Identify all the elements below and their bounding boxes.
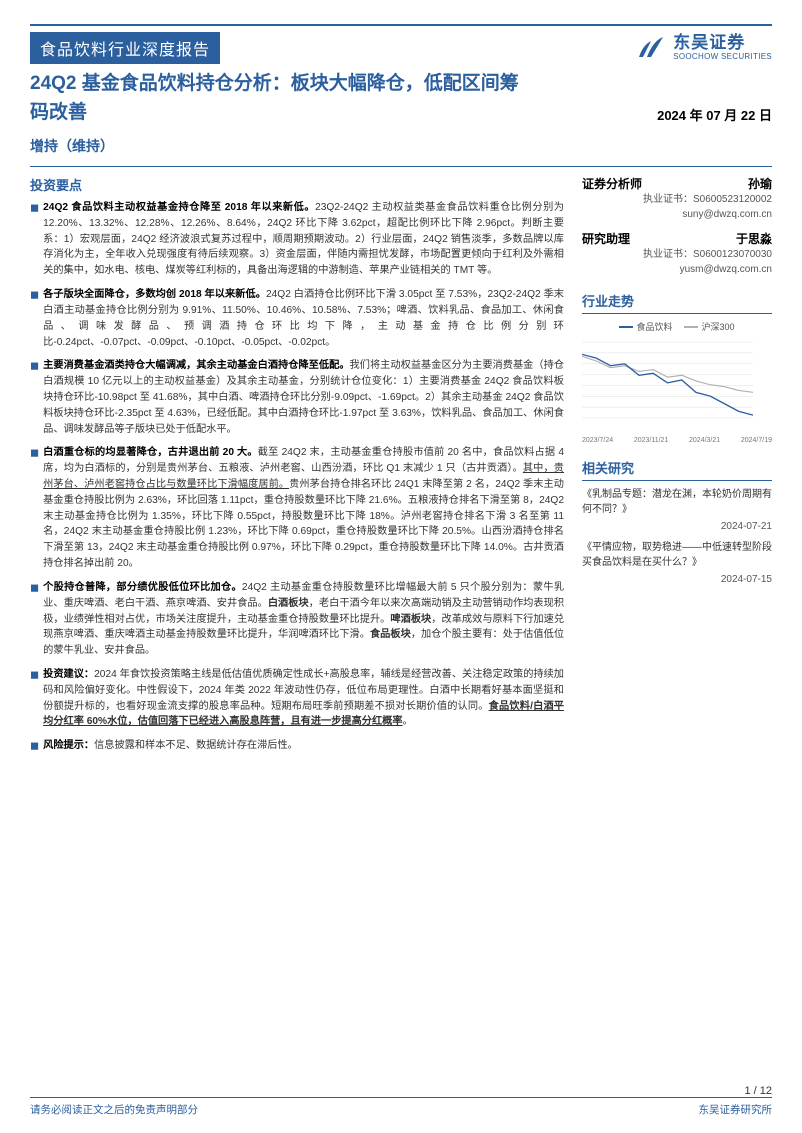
chart-x-labels: 2023/7/242023/11/212024/3/212024/7/19	[582, 437, 772, 444]
bullet-body: 24Q2 食品饮料主动权益基金持仓降至 2018 年以来新低。23Q2-24Q2…	[43, 200, 564, 279]
footer-disclaimer: 请务必阅读正文之后的免责声明部分	[30, 1102, 198, 1117]
bullet-body: 各子版块全面降仓，多数均创 2018 年以来新低。24Q2 白酒持仓比例环比下滑…	[43, 287, 564, 350]
bullet-marker-icon: ◼	[30, 580, 39, 659]
analyst-email: suny@dwzq.com.cn	[582, 207, 772, 222]
related-date: 2024-07-21	[582, 521, 772, 532]
legend-series-1: 食品饮料	[636, 320, 672, 333]
logo-icon	[637, 35, 667, 61]
rating: 增持（维持）	[30, 136, 772, 156]
brand-name-en: SOOCHOW SECURITIES	[673, 53, 772, 62]
related-date: 2024-07-15	[582, 574, 772, 585]
bullet-body: 风险提示：信息披露和样本不足、数据统计存在滞后性。	[43, 738, 298, 755]
related-research-block: 相关研究 《乳制品专题：潜龙在渊，本轮奶价周期有何不同？》 2024-07-21 《…	[582, 458, 772, 585]
brand-logo: 东吴证券 SOOCHOW SECURITIES	[637, 34, 772, 61]
trend-block: 行业走势 食品饮料 沪深300 2023/7/242023/11/212024/…	[582, 291, 772, 444]
report-date: 2024 年 07 月 22 日	[30, 105, 772, 124]
related-item: 《乳制品专题：潜龙在渊，本轮奶价周期有何不同？》	[582, 487, 772, 517]
page-number: 1 / 12	[744, 1085, 772, 1097]
related-label: 相关研究	[582, 458, 772, 481]
legend-series-2: 沪深300	[701, 320, 734, 333]
header-row: 食品饮料行业深度报告 东吴证券 SOOCHOW SECURITIES	[30, 32, 772, 64]
analyst-cert: 执业证书：S0600523120002	[582, 192, 772, 207]
bullet-marker-icon: ◼	[30, 358, 39, 437]
sidebar: 证券分析师孙瑜执业证书：S0600523120002suny@dwzq.com.…	[582, 175, 772, 763]
bullet-marker-icon: ◼	[30, 738, 39, 755]
bullet-body: 个股持仓普降，部分绩优股低位环比加仓。24Q2 主动基金重仓持股数量环比增幅最大…	[43, 580, 564, 659]
bullet-item: ◼风险提示：信息披露和样本不足、数据统计存在滞后性。	[30, 738, 564, 755]
brand-name-cn: 东吴证券	[673, 34, 772, 53]
analyst-cert: 执业证书：S0600123070030	[582, 247, 772, 262]
trend-chart	[582, 335, 772, 435]
bullet-item: ◼白酒重仓标的均显著降仓，古井退出前 20 大。截至 24Q2 末，主动基金重仓…	[30, 445, 564, 572]
bullet-item: ◼24Q2 食品饮料主动权益基金持仓降至 2018 年以来新低。23Q2-24Q…	[30, 200, 564, 279]
chart-legend: 食品饮料 沪深300	[582, 320, 772, 333]
main-content: 投资要点 ◼24Q2 食品饮料主动权益基金持仓降至 2018 年以来新低。23Q…	[30, 175, 564, 763]
bullet-item: ◼个股持仓普降，部分绩优股低位环比加仓。24Q2 主动基金重仓持股数量环比增幅最…	[30, 580, 564, 659]
analyst-row: 证券分析师孙瑜	[582, 175, 772, 192]
trend-label: 行业走势	[582, 291, 772, 314]
bullet-marker-icon: ◼	[30, 667, 39, 730]
footer-org: 东吴证券研究所	[699, 1102, 773, 1117]
bullet-item: ◼各子版块全面降仓，多数均创 2018 年以来新低。24Q2 白酒持仓比例环比下…	[30, 287, 564, 350]
bullet-body: 白酒重仓标的均显著降仓，古井退出前 20 大。截至 24Q2 末，主动基金重仓持…	[43, 445, 564, 572]
bullet-marker-icon: ◼	[30, 445, 39, 572]
bullet-body: 投资建议：2024 年食饮投资策略主线是低估值优质确定性成长+高股息率，辅线是经…	[43, 667, 564, 730]
category-bar: 食品饮料行业深度报告	[30, 32, 220, 64]
footer: 请务必阅读正文之后的免责声明部分 东吴证券研究所	[0, 1097, 802, 1117]
bullet-item: ◼主要消费基金酒类持仓大幅调减，其余主动基金白酒持仓降至低配。我们将主动权益基金…	[30, 358, 564, 437]
bullet-marker-icon: ◼	[30, 287, 39, 350]
analyst-row: 研究助理于思淼	[582, 230, 772, 247]
bullet-marker-icon: ◼	[30, 200, 39, 279]
analyst-block: 证券分析师孙瑜执业证书：S0600523120002suny@dwzq.com.…	[582, 175, 772, 277]
related-item: 《平情应物，取势稳进——中低速转型阶段买食品饮料是在买什么？》	[582, 540, 772, 570]
section-investment-points: 投资要点	[30, 175, 564, 194]
analyst-email: yusm@dwzq.com.cn	[582, 262, 772, 277]
bullet-body: 主要消费基金酒类持仓大幅调减，其余主动基金白酒持仓降至低配。我们将主动权益基金区…	[43, 358, 564, 437]
bullet-item: ◼投资建议：2024 年食饮投资策略主线是低估值优质确定性成长+高股息率，辅线是…	[30, 667, 564, 730]
